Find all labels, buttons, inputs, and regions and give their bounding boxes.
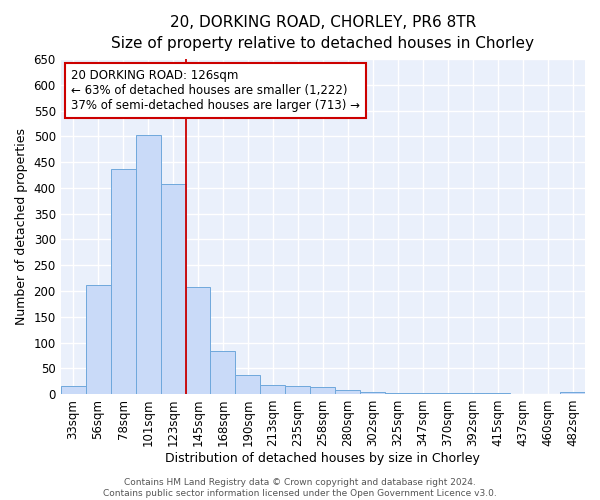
Bar <box>485 393 510 394</box>
Bar <box>61 386 86 394</box>
Bar <box>435 393 460 394</box>
Text: 20 DORKING ROAD: 126sqm
← 63% of detached houses are smaller (1,222)
37% of semi: 20 DORKING ROAD: 126sqm ← 63% of detache… <box>71 69 360 112</box>
Bar <box>410 392 435 394</box>
Bar <box>335 390 360 394</box>
Bar <box>286 386 310 394</box>
Bar <box>110 170 136 394</box>
Bar <box>310 388 335 394</box>
Bar <box>460 393 485 394</box>
Bar <box>211 351 235 394</box>
X-axis label: Distribution of detached houses by size in Chorley: Distribution of detached houses by size … <box>166 452 480 465</box>
Bar <box>260 386 286 394</box>
Bar <box>235 374 260 394</box>
Bar <box>185 288 211 394</box>
Bar <box>86 285 110 394</box>
Bar <box>136 136 161 394</box>
Bar <box>560 392 585 394</box>
Bar <box>385 392 410 394</box>
Text: Contains HM Land Registry data © Crown copyright and database right 2024.
Contai: Contains HM Land Registry data © Crown c… <box>103 478 497 498</box>
Title: 20, DORKING ROAD, CHORLEY, PR6 8TR
Size of property relative to detached houses : 20, DORKING ROAD, CHORLEY, PR6 8TR Size … <box>112 15 535 51</box>
Bar <box>360 392 385 394</box>
Y-axis label: Number of detached properties: Number of detached properties <box>15 128 28 325</box>
Bar <box>161 184 185 394</box>
